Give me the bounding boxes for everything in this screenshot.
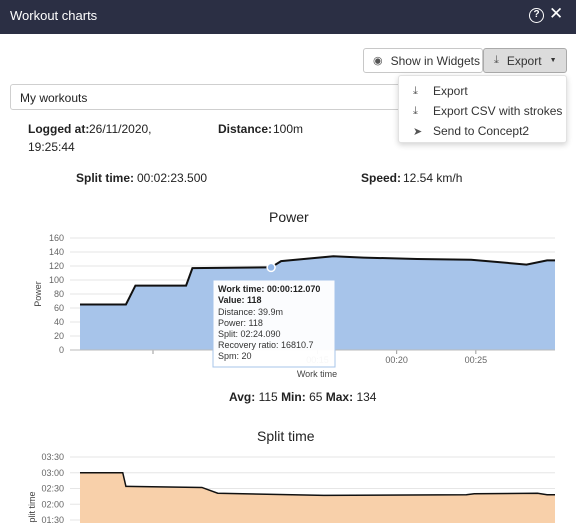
menu-item-export-csv[interactable]: ⤓ Export CSV with strokes <box>413 104 562 118</box>
y-tick-label: 03:30 <box>41 452 64 462</box>
menu-item-export[interactable]: ⤓ Export <box>413 84 468 98</box>
show-in-widgets-button[interactable]: ◉ Show in Widgets <box>363 48 483 73</box>
logged-at-time: 19:25:44 <box>28 140 75 154</box>
tooltip-box <box>212 279 336 368</box>
export-label: Export <box>506 53 542 68</box>
avg-label: Avg: <box>229 390 256 404</box>
download-icon: ⤓ <box>413 104 418 117</box>
menu-item-label: Send to Concept2 <box>433 124 530 138</box>
y-tick-label: 03:00 <box>41 468 64 478</box>
menu-item-label: Export CSV with strokes <box>433 104 563 118</box>
y-tick-label: 02:00 <box>41 499 64 509</box>
logged-at-date: 26/11/2020, <box>89 122 152 136</box>
tooltip-value: Value: 118 <box>218 295 262 305</box>
download-icon: ⤓ <box>494 54 499 66</box>
y-tick-label: 100 <box>49 275 64 285</box>
y-tick-label: 160 <box>49 233 64 243</box>
distance-label: Distance: <box>218 122 273 136</box>
export-menu: ⤓ Export ⤓ Export CSV with strokes ➤ Sen… <box>398 75 567 143</box>
x-tick-label: 00:25 <box>465 355 488 365</box>
speed-label: Speed: <box>361 171 402 185</box>
power-line <box>80 255 555 306</box>
avg-value: 115 <box>258 390 278 404</box>
y-tick-label: 60 <box>54 303 64 313</box>
close-icon[interactable]: ✕ <box>549 4 564 23</box>
window-title: Workout charts <box>10 8 98 23</box>
split-time-label: Split time: <box>76 171 135 185</box>
y-axis-label: Power <box>33 281 43 307</box>
tooltip-line: Power: 118 <box>218 318 263 328</box>
tooltip-line: Split: 02:24.090 <box>218 329 281 339</box>
min-label: Min: <box>281 390 306 404</box>
y-axis-label: Split time <box>27 491 37 523</box>
y-tick-label: 02:30 <box>41 484 64 494</box>
eye-icon: ◉ <box>373 55 383 67</box>
max-value: 134 <box>356 390 377 404</box>
power-chart-title: Power <box>269 209 309 225</box>
menu-item-send-concept2[interactable]: ➤ Send to Concept2 <box>413 124 529 138</box>
tooltip-line: Distance: 39.9m <box>218 307 283 317</box>
x-tick-label: 00:20 <box>385 355 408 365</box>
tooltip-title: Work time: 00:00:12.070 <box>218 284 320 294</box>
logged-at-label: Logged at: <box>28 122 90 136</box>
title-bar: Workout charts ? ✕ <box>0 0 576 34</box>
menu-item-label: Export <box>433 84 468 98</box>
y-tick-label: 20 <box>54 331 64 341</box>
split-area <box>80 472 555 523</box>
split-time-value: 00:02:23.500 <box>137 171 208 185</box>
speed-value: 12.54 km/h <box>403 171 463 185</box>
help-icon[interactable]: ? <box>529 8 544 23</box>
workout-select-value: My workouts <box>20 91 88 105</box>
split-line <box>80 472 555 497</box>
max-label: Max: <box>325 390 354 404</box>
tooltip-line: Spm: 20 <box>218 351 252 361</box>
y-tick-label: 80 <box>54 289 64 299</box>
power-stats: Avg: 115 Min: 65 Max: 134 <box>229 390 376 404</box>
export-button[interactable]: ⤓ Export ▼ <box>483 48 567 73</box>
power-highlight-point <box>266 262 276 273</box>
y-tick-label: 140 <box>49 247 64 257</box>
y-tick-label: 40 <box>54 317 64 327</box>
tooltip-line: Recovery ratio: 16810.7 <box>218 340 314 350</box>
show-in-widgets-label: Show in Widgets <box>390 53 480 68</box>
y-tick-label: 01:30 <box>41 515 64 523</box>
y-tick-label: 0 <box>59 345 64 355</box>
send-icon: ➤ <box>413 125 423 138</box>
min-value: 65 <box>309 390 323 404</box>
x-axis-label: Work time <box>297 369 337 379</box>
distance-value: 100m <box>273 122 304 136</box>
workout-select[interactable]: My workouts <box>10 84 410 110</box>
split-chart-title: Split time <box>257 428 315 444</box>
y-tick-label: 120 <box>49 261 64 271</box>
download-icon: ⤓ <box>413 84 418 97</box>
caret-down-icon: ▼ <box>549 57 557 64</box>
